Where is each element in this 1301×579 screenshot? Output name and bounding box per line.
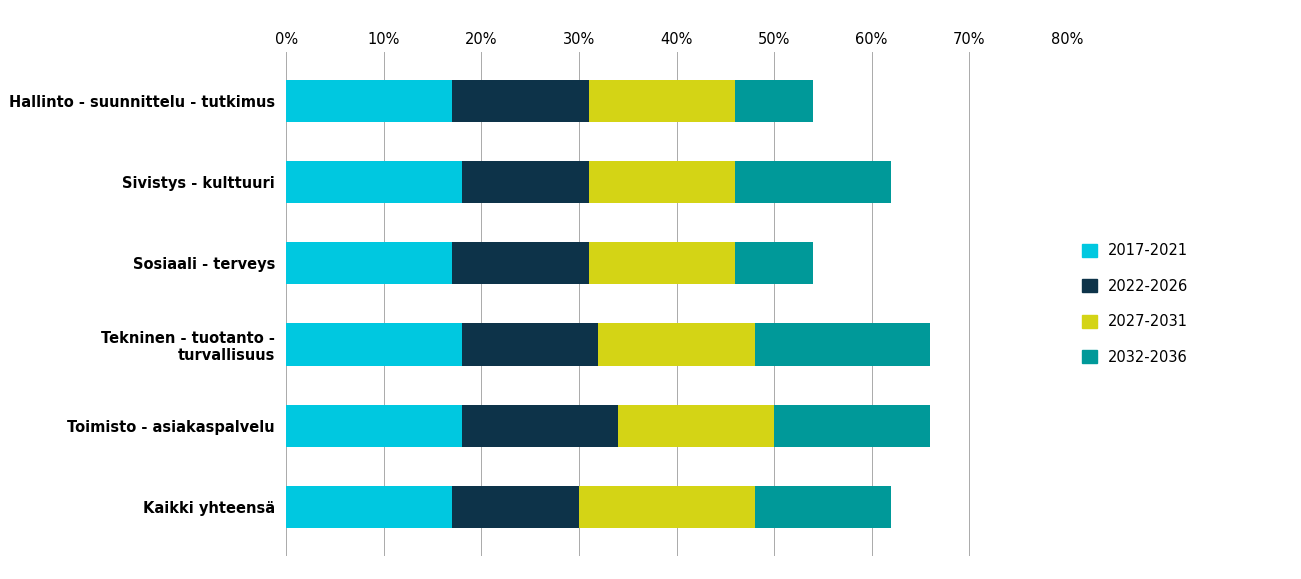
Bar	[462, 324, 598, 366]
Bar	[286, 324, 462, 366]
Bar	[453, 80, 589, 122]
Bar	[286, 486, 453, 528]
Bar	[755, 486, 891, 528]
Bar	[453, 242, 589, 284]
Bar	[735, 161, 891, 203]
Bar	[453, 486, 579, 528]
Bar	[462, 161, 588, 203]
Bar	[286, 405, 462, 447]
Legend: 2017-2021, 2022-2026, 2027-2031, 2032-2036: 2017-2021, 2022-2026, 2027-2031, 2032-20…	[1082, 243, 1188, 365]
Bar	[462, 405, 618, 447]
Bar	[286, 80, 453, 122]
Bar	[618, 405, 774, 447]
Bar	[589, 242, 735, 284]
Bar	[286, 242, 453, 284]
Bar	[735, 242, 813, 284]
Bar	[589, 161, 735, 203]
Bar	[774, 405, 930, 447]
Bar	[589, 80, 735, 122]
Bar	[579, 486, 755, 528]
Bar	[598, 324, 755, 366]
Bar	[755, 324, 930, 366]
Bar	[286, 161, 462, 203]
Bar	[735, 80, 813, 122]
